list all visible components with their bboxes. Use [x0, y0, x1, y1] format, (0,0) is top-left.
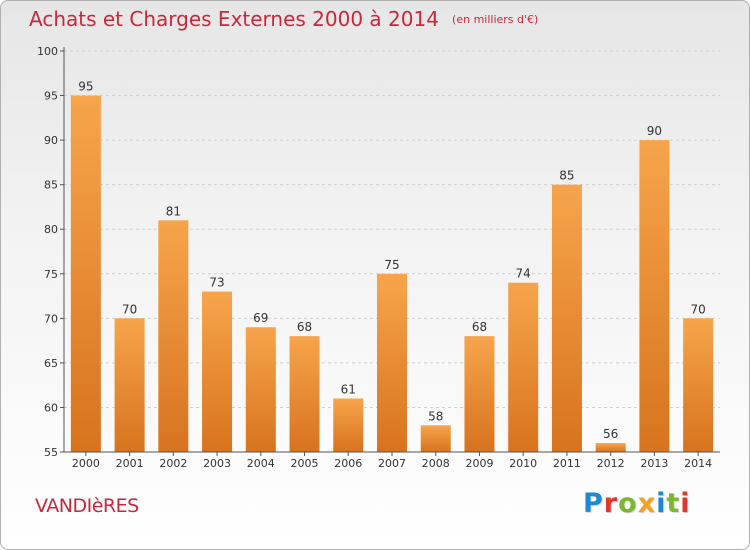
x-tick-label: 2010 [509, 457, 537, 470]
x-tick-label: 2005 [291, 457, 319, 470]
bar [464, 336, 495, 452]
chart-unit: (en milliers d'€) [452, 13, 539, 26]
bar [508, 282, 539, 452]
x-tick-label: 2014 [684, 457, 712, 470]
y-tick-label: 100 [37, 45, 58, 58]
x-tick-label: 2000 [72, 457, 100, 470]
data-label: 68 [297, 320, 312, 334]
y-tick-label: 80 [44, 223, 58, 236]
bar [683, 318, 714, 452]
x-tick-label: 2007 [378, 457, 406, 470]
y-tick-label: 90 [44, 134, 58, 147]
bar [70, 95, 101, 453]
data-label: 69 [253, 311, 268, 325]
bar [333, 398, 364, 452]
data-label: 68 [472, 320, 487, 334]
x-tick-label: 2012 [597, 457, 625, 470]
bars [70, 95, 714, 453]
data-label: 70 [690, 302, 705, 316]
bar [202, 291, 233, 452]
x-tick-label: 2006 [334, 457, 362, 470]
data-label: 61 [341, 383, 356, 397]
data-label: 56 [603, 427, 618, 441]
y-tick-label: 60 [44, 401, 58, 414]
bar [114, 318, 145, 452]
x-tick-label: 2001 [116, 457, 144, 470]
labels: 55 60 65 70 75 80 85 90 95 100 95 2000 70 2001 81 2002 7… [37, 45, 712, 470]
brand-logo[interactable]: Proxiti [583, 488, 691, 519]
data-label: 85 [559, 169, 574, 183]
data-label: 73 [209, 276, 224, 290]
x-tick-label: 2013 [640, 457, 668, 470]
data-label: 81 [166, 204, 181, 218]
x-tick-label: 2004 [247, 457, 275, 470]
data-label: 95 [78, 80, 93, 94]
x-tick-label: 2003 [203, 457, 231, 470]
brand-letter: P [583, 488, 604, 519]
y-tick-label: 70 [44, 312, 58, 325]
y-tick-label: 75 [44, 268, 58, 281]
bar [158, 220, 189, 452]
data-label: 74 [516, 267, 531, 281]
brand-letter: i [680, 488, 691, 519]
brand-letter: x [637, 488, 657, 519]
brand-letter: o [618, 488, 638, 519]
x-tick-label: 2002 [159, 457, 187, 470]
y-tick-label: 95 [44, 90, 58, 103]
brand-letter: t [666, 488, 681, 519]
x-tick-label: 2008 [422, 457, 450, 470]
x-tick-label: 2009 [465, 457, 493, 470]
bar [420, 425, 451, 452]
data-label: 75 [384, 258, 399, 272]
title-row: Achats et Charges Externes 2000 à 2014 (… [29, 7, 538, 31]
y-tick-label: 65 [44, 357, 58, 370]
y-tick-label: 55 [44, 446, 58, 459]
bar [289, 336, 320, 452]
bar [639, 140, 670, 452]
data-label: 70 [122, 302, 137, 316]
bar [377, 273, 407, 452]
chart-title: Achats et Charges Externes 2000 à 2014 [29, 7, 439, 31]
location-label: VANDIèRES [35, 495, 139, 517]
brand-letter: i [656, 488, 667, 519]
y-tick-label: 85 [44, 179, 58, 192]
brand-letter: r [603, 488, 619, 519]
x-tick-label: 2011 [553, 457, 581, 470]
data-label: 58 [428, 409, 443, 423]
bar [551, 184, 582, 452]
axes [60, 47, 720, 456]
bar [595, 443, 626, 452]
data-label: 90 [647, 124, 662, 138]
bar [245, 327, 276, 452]
